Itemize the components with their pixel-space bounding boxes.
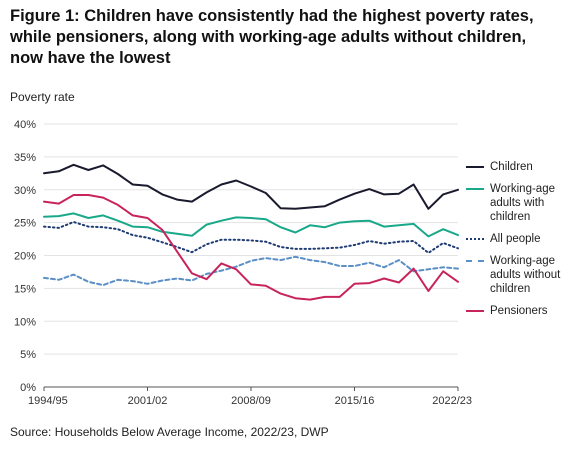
y-tick-label: 30%: [14, 185, 36, 197]
legend-item: Working-age adults without children: [466, 254, 578, 296]
y-tick-label: 35%: [14, 152, 36, 164]
legend-swatch: [466, 238, 484, 240]
legend-label: Pensioners: [490, 305, 548, 317]
x-tick-label: 2015/16: [335, 395, 375, 407]
legend: Children Working-age adults with children…: [466, 160, 578, 326]
y-tick-label: 40%: [14, 119, 36, 131]
legend-item: Children: [466, 160, 578, 174]
x-tick-label: 2022/23: [432, 395, 472, 407]
legend-label: Children: [490, 161, 533, 173]
legend-swatch: [466, 166, 484, 168]
legend-swatch: [466, 188, 484, 190]
y-tick-label: 0%: [20, 382, 36, 394]
y-tick-label: 10%: [14, 316, 36, 328]
title-line-3: now have the lowest: [10, 49, 171, 67]
series-line-working-age-adults-with-children: [43, 212, 459, 238]
series-line-all-people: [43, 221, 459, 254]
series-line-pensioners: [43, 194, 459, 301]
y-tick-label: 5%: [20, 349, 36, 361]
legend-label: All people: [490, 233, 541, 245]
legend-label: Working-age adults with children: [490, 183, 555, 223]
x-tick-label: 2001/02: [128, 395, 168, 407]
legend-swatch: [466, 310, 484, 312]
y-tick-label: 20%: [14, 251, 36, 263]
y-axis-label: Poverty rate: [10, 90, 75, 104]
y-tick-label: 25%: [14, 218, 36, 230]
x-tick-label: 1994/95: [28, 395, 68, 407]
series-line-children: [43, 163, 459, 210]
legend-swatch: [466, 260, 484, 262]
series-line-working-age-adults-without-children: [43, 255, 459, 287]
legend-item: Working-age adults with children: [466, 182, 578, 224]
chart-title: Figure 1: Children have consistently had…: [10, 6, 576, 69]
x-tick-label: 2008/09: [231, 395, 271, 407]
legend-item: Pensioners: [466, 304, 578, 318]
y-tick-label: 15%: [14, 283, 36, 295]
source-note: Source: Households Below Average Income,…: [10, 425, 329, 439]
title-line-2: while pensioners, along with working-age…: [10, 28, 527, 46]
title-line-1: Figure 1: Children have consistently had…: [10, 7, 534, 25]
legend-item: All people: [466, 232, 578, 246]
legend-label: Working-age adults without children: [490, 255, 561, 295]
